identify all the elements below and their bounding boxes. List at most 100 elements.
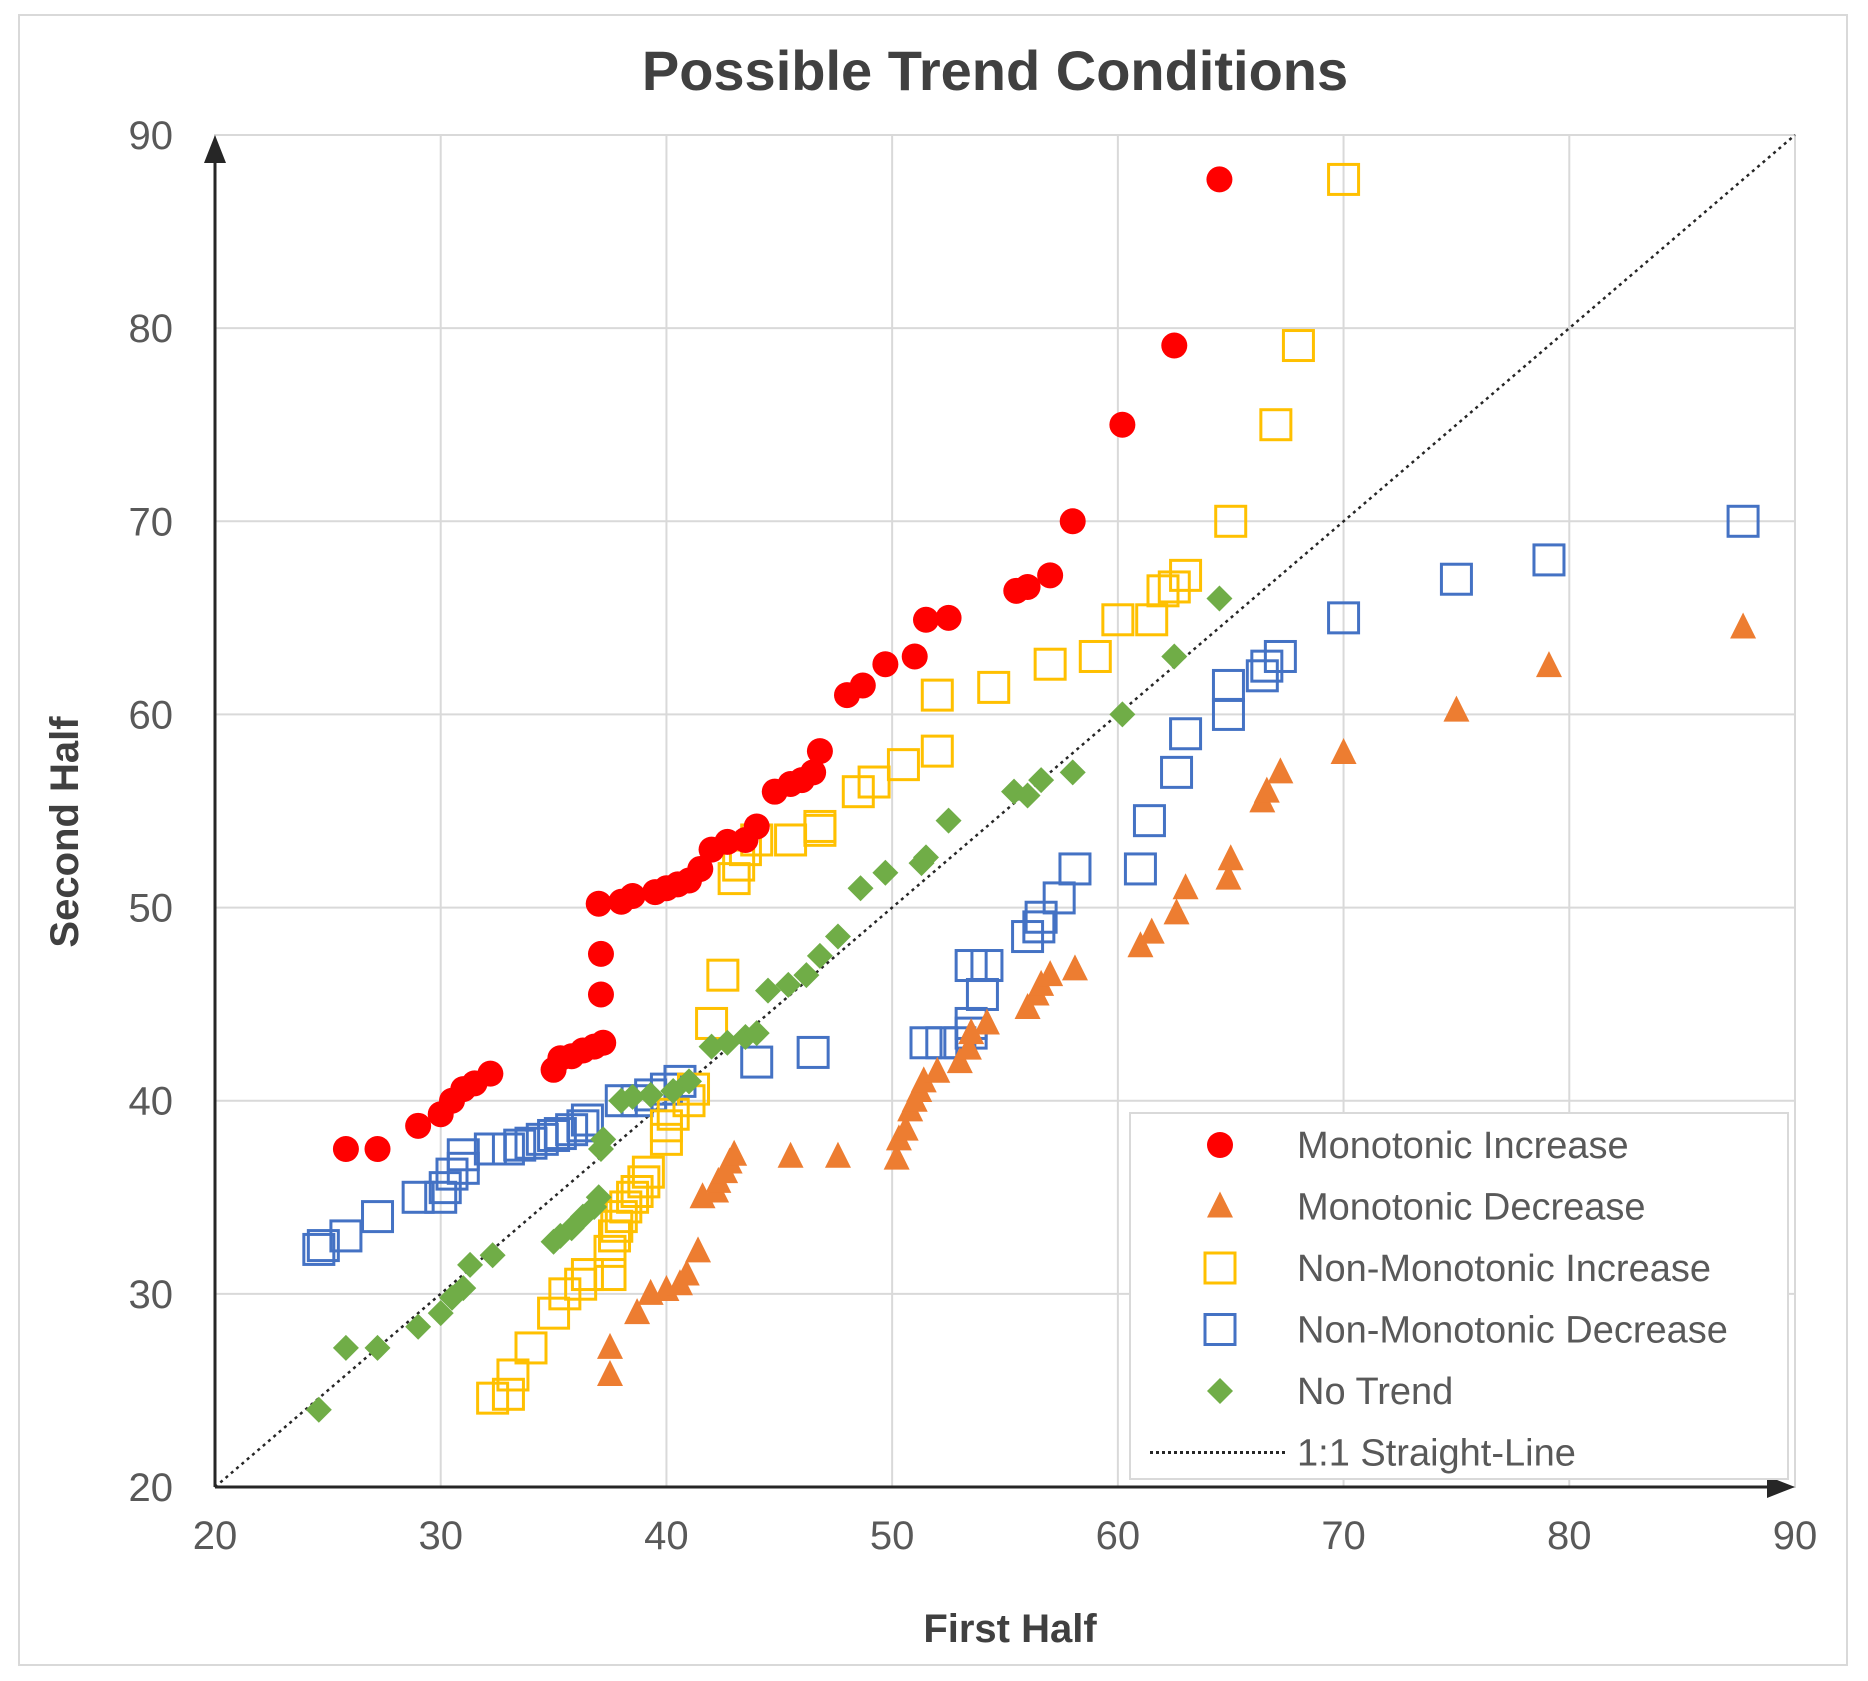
data-point — [637, 1081, 664, 1108]
legend-marker — [1207, 1132, 1233, 1158]
x-tick-label: 30 — [418, 1514, 463, 1558]
series-monotonic-decrease — [597, 612, 1757, 1386]
data-point — [1078, 639, 1112, 673]
data-point — [1042, 881, 1076, 915]
data-point — [477, 1060, 504, 1087]
data-point — [857, 765, 891, 799]
data-point — [1037, 960, 1064, 987]
data-point — [1214, 504, 1248, 538]
data-point — [755, 977, 781, 1004]
data-point — [1101, 603, 1135, 637]
data-point — [1169, 717, 1203, 751]
data-point — [743, 1020, 770, 1047]
data-point — [847, 875, 874, 902]
data-point — [1157, 570, 1191, 604]
data-point — [405, 1313, 432, 1340]
data-point — [627, 1165, 661, 1199]
data-point — [332, 1136, 359, 1162]
data-point — [1172, 873, 1199, 900]
data-point — [913, 606, 939, 633]
data-point — [1253, 776, 1280, 803]
data-point — [1109, 701, 1136, 728]
data-point — [1535, 651, 1562, 678]
series-non-monotonic-decrease — [302, 504, 1760, 1266]
legend-label: Non-Monotonic Decrease — [1297, 1310, 1728, 1352]
data-point — [496, 1358, 530, 1392]
data-point — [1138, 917, 1165, 944]
y-axis-title: Second Half — [43, 716, 87, 948]
legend-marker — [1203, 1251, 1237, 1285]
data-point — [1532, 543, 1566, 577]
legend-label: Monotonic Decrease — [1297, 1187, 1646, 1229]
legend-label: Non-Monotonic Increase — [1297, 1248, 1711, 1290]
data-point — [806, 738, 833, 765]
y-tick-label: 80 — [129, 307, 174, 351]
data-point — [590, 1126, 617, 1153]
data-point — [1330, 738, 1357, 765]
axes — [204, 135, 1795, 1498]
data-point — [965, 977, 999, 1011]
legend: Monotonic Increase Monotonic Decrease Non-… — [1129, 1112, 1789, 1480]
data-point — [1259, 408, 1293, 442]
data-point — [590, 1029, 617, 1056]
data-point — [687, 855, 714, 882]
data-point — [585, 890, 612, 917]
legend-box — [1129, 1112, 1789, 1480]
data-point — [1726, 504, 1760, 538]
data-point — [479, 1242, 506, 1269]
data-point — [405, 1112, 432, 1139]
data-point — [1109, 411, 1136, 438]
data-point — [1160, 755, 1194, 789]
y-axis-arrow — [204, 135, 226, 163]
data-point — [924, 1056, 951, 1083]
data-point — [1037, 562, 1064, 589]
data-point — [1443, 695, 1470, 722]
data-point — [1024, 900, 1058, 934]
data-point — [1161, 332, 1188, 359]
data-point — [1061, 954, 1088, 981]
data-point — [977, 670, 1011, 704]
data-point — [872, 651, 899, 678]
data-point — [1206, 585, 1233, 612]
data-point — [883, 1143, 910, 1170]
data-marks — [302, 162, 1760, 1423]
x-tick-label: 90 — [1773, 1514, 1818, 1558]
series-monotonic-increase — [332, 166, 1233, 1162]
legend-label: 1:1 Straight-Line — [1297, 1433, 1576, 1475]
data-point — [619, 882, 646, 909]
data-point — [585, 1184, 612, 1211]
data-point — [427, 1300, 454, 1327]
data-point — [1132, 804, 1166, 838]
data-point — [1169, 558, 1203, 592]
data-point — [901, 643, 928, 670]
data-point — [849, 672, 876, 699]
data-point — [1263, 639, 1297, 673]
data-point — [649, 1109, 683, 1143]
data-point — [685, 1236, 712, 1263]
data-point — [1217, 844, 1244, 871]
data-point — [1267, 757, 1294, 784]
y-tick-label: 20 — [129, 1466, 174, 1510]
data-point — [1014, 573, 1041, 600]
data-point — [593, 1258, 627, 1292]
data-point — [920, 678, 954, 712]
data-point — [774, 823, 808, 857]
data-point — [446, 1138, 480, 1172]
legend-label: No Trend — [1297, 1371, 1453, 1413]
data-point — [793, 962, 820, 989]
data-point — [970, 949, 1004, 983]
data-point — [886, 748, 920, 782]
data-point — [946, 1047, 973, 1074]
data-point — [329, 1219, 363, 1253]
data-point — [1327, 162, 1361, 196]
data-point — [1211, 697, 1245, 731]
data-point — [806, 942, 833, 969]
data-point — [1135, 603, 1169, 637]
legend-label: Monotonic Increase — [1297, 1125, 1629, 1167]
data-point — [910, 1066, 937, 1093]
data-point — [566, 1109, 600, 1143]
data-point — [1059, 759, 1086, 786]
data-point — [537, 1296, 571, 1330]
data-point — [676, 1068, 702, 1095]
